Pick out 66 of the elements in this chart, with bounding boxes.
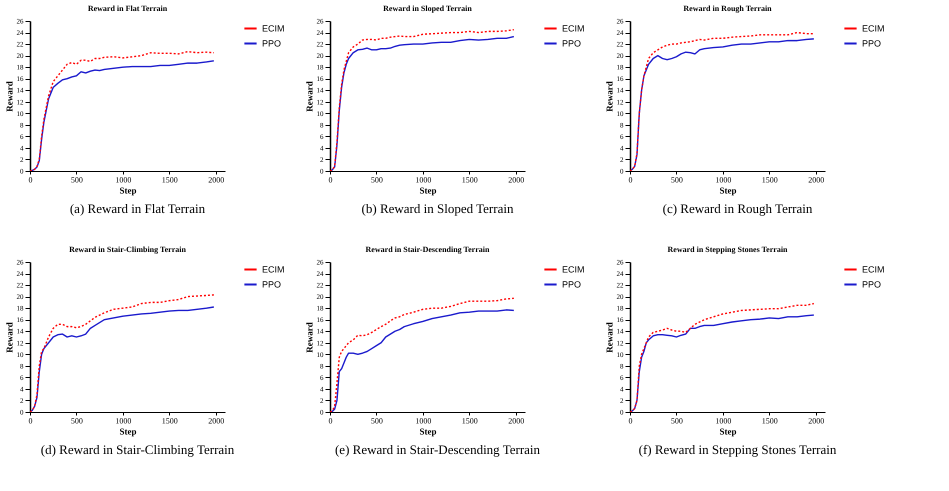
text: (e) Reward in Stair-Descending Terrain	[334, 442, 541, 457]
x-tick-label: 0	[28, 176, 32, 184]
y-axis-title: Reward	[4, 322, 14, 353]
x-tick-label: 500	[70, 416, 83, 426]
x-tick-label: 1500	[762, 416, 778, 426]
text: (c) Reward in Rough Terrain	[662, 201, 813, 216]
x-tick-label: 2000	[808, 176, 824, 184]
x-axis-title: Step	[419, 186, 437, 196]
x-tick-label: 1000	[715, 416, 732, 426]
legend-label: PPO	[862, 38, 882, 48]
chart-title: Reward in Stair-Descending Terrain	[366, 245, 490, 254]
legend-label: ECIM	[862, 24, 884, 34]
y-axis-title: Reward	[304, 322, 314, 353]
chart-title: Reward in Flat Terrain	[88, 4, 168, 13]
legend-label: ECIM	[262, 264, 284, 274]
x-tick-label: 500	[370, 416, 383, 426]
x-tick-label: 1000	[415, 176, 432, 184]
legend-label: PPO	[262, 38, 282, 48]
x-tick-label: 1500	[162, 176, 178, 184]
x-tick-label: 1000	[115, 176, 132, 184]
text: (d) Reward in Stair-Climbing Terrain	[40, 442, 235, 457]
x-tick-label: 0	[628, 416, 632, 426]
legend-label: ECIM	[562, 24, 584, 34]
x-tick-label: 1000	[415, 416, 432, 426]
text: (a) Reward in Flat Terrain	[70, 201, 206, 216]
x-tick-label: 500	[670, 176, 683, 184]
x-axis-title: Step	[119, 186, 137, 196]
x-tick-label: 500	[670, 416, 683, 426]
x-tick-label: 500	[70, 176, 83, 184]
x-axis-title: Step	[119, 426, 137, 436]
x-tick-label: 1500	[162, 416, 178, 426]
y-axis-title: Reward	[4, 81, 14, 112]
chart-title: Reward in Rough Terrain	[683, 4, 772, 13]
x-tick-label: 500	[370, 176, 383, 184]
x-tick-label: 2000	[508, 416, 524, 426]
x-tick-label: 2000	[808, 416, 824, 426]
x-tick-label: 2000	[208, 176, 224, 184]
x-tick-label: 0	[328, 416, 332, 426]
x-tick-label: 1000	[115, 416, 132, 426]
x-axis-title: Step	[719, 186, 737, 196]
x-tick-label: 1000	[715, 176, 732, 184]
legend-label: PPO	[262, 280, 282, 290]
legend-label: ECIM	[562, 264, 584, 274]
x-tick-label: 2000	[208, 416, 224, 426]
y-axis-title: Reward	[604, 81, 614, 112]
legend-label: PPO	[862, 280, 882, 290]
legend-label: ECIM	[262, 24, 284, 34]
x-tick-label: 0	[328, 176, 332, 184]
chart-title: Reward in Stair-Climbing Terrain	[69, 245, 186, 254]
y-axis-title: Reward	[304, 81, 314, 112]
x-tick-label: 1500	[462, 176, 478, 184]
x-axis-title: Step	[719, 426, 737, 436]
legend-label: PPO	[562, 280, 582, 290]
x-tick-label: 0	[28, 416, 32, 426]
chart-title: Reward in Stepping Stones Terrain	[667, 245, 788, 254]
chart-title: Reward in Sloped Terrain	[383, 4, 472, 13]
y-axis-title: Reward	[604, 322, 614, 353]
x-tick-label: 2000	[508, 176, 524, 184]
text: (b) Reward in Sloped Terrain	[362, 201, 514, 216]
x-tick-label: 1500	[462, 416, 478, 426]
text: (f) Reward in Stepping Stones Terrain	[638, 442, 837, 457]
legend-label: PPO	[562, 38, 582, 48]
x-tick-label: 1500	[762, 176, 778, 184]
x-tick-label: 0	[628, 176, 632, 184]
legend-label: ECIM	[862, 264, 884, 274]
x-axis-title: Step	[419, 426, 437, 436]
